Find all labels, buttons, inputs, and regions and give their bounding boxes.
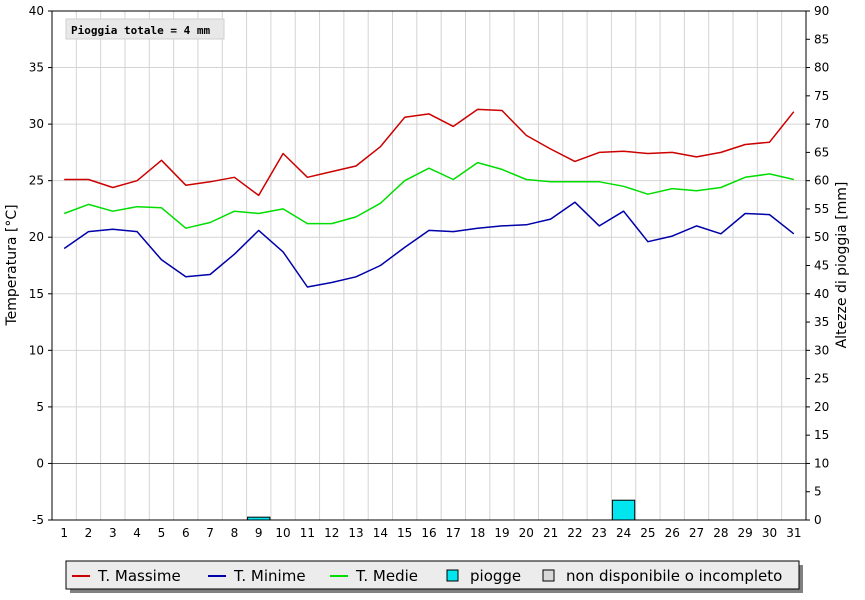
x-tick-label: 4 (133, 526, 141, 540)
x-tick-label: 6 (182, 526, 190, 540)
rain-total-box: Pioggia totale = 4 mm (65, 18, 225, 40)
x-tick-label: 11 (300, 526, 315, 540)
legend-box (65, 560, 800, 590)
y-axis-title-left: Temperatura [°C] (4, 204, 20, 326)
y-tick-label: 15 (29, 287, 44, 301)
y2-tick-label: 65 (814, 145, 829, 159)
legend-box-swatch (542, 569, 555, 582)
plot-frame (51, 10, 807, 521)
x-tick-label: 27 (689, 526, 704, 540)
y2-tick-label: 45 (814, 259, 829, 273)
legend-label: T. Minime (233, 567, 306, 585)
y-tick-label: 35 (29, 61, 44, 75)
y2-tick-label: 50 (814, 230, 829, 244)
x-tick-label: 12 (324, 526, 339, 540)
x-tick-label: 28 (713, 526, 728, 540)
y2-tick-label: 80 (814, 61, 829, 75)
y-tick-label: 0 (36, 456, 44, 470)
y2-tick-label: 85 (814, 32, 829, 46)
x-tick-label: 17 (446, 526, 461, 540)
legend-label: non disponibile o incompleto (566, 567, 782, 585)
x-tick-label: 3 (109, 526, 117, 540)
y-tick-label: 40 (29, 4, 44, 18)
x-tick-label: 29 (738, 526, 753, 540)
x-tick-label: 2 (85, 526, 93, 540)
x-tick-label: 23 (592, 526, 607, 540)
x-tick-label: 25 (640, 526, 655, 540)
y2-tick-label: 90 (814, 4, 829, 18)
x-tick-label: 18 (470, 526, 485, 540)
y2-tick-label: 0 (814, 513, 822, 527)
x-tick-label: 30 (762, 526, 777, 540)
x-tick-label: 31 (786, 526, 801, 540)
y2-tick-label: 10 (814, 456, 829, 470)
y2-tick-label: 30 (814, 343, 829, 357)
y-tick-label: 30 (29, 117, 44, 131)
x-tick-label: 22 (567, 526, 582, 540)
y2-tick-label: 25 (814, 372, 829, 386)
x-tick-label: 19 (494, 526, 509, 540)
y2-tick-label: 55 (814, 202, 829, 216)
y2-tick-label: 40 (814, 287, 829, 301)
grid (51, 10, 807, 521)
legend-label: piogge (470, 567, 521, 585)
y-tick-label: 25 (29, 174, 44, 188)
x-tick-label: 5 (158, 526, 166, 540)
y-axis-title-right: Altezze di pioggia [mm] (834, 182, 850, 349)
y2-tick-label: 60 (814, 174, 829, 188)
y-tick-label: 5 (36, 400, 44, 414)
legend: T. Massime T. Minime T. Medie piogge non dis… (65, 560, 803, 593)
y2-tick-label: 5 (814, 485, 822, 499)
y-axis-right: 0 5 10 15 20 25 30 35 40 45 50 55 60 65 70 75 80 85 90 (806, 4, 829, 527)
y2-tick-label: 75 (814, 89, 829, 103)
series-line (64, 108, 795, 197)
rain-total-label: Pioggia totale = 4 mm (71, 24, 210, 37)
x-tick-label: 20 (519, 526, 534, 540)
x-tick-label: 13 (348, 526, 363, 540)
x-tick-label: 10 (275, 526, 290, 540)
y-axis-left: -5 0 5 10 15 20 25 30 35 40 (29, 4, 52, 527)
series-line (63, 201, 795, 288)
x-tick-label: 1 (60, 526, 68, 540)
y2-tick-label: 70 (814, 117, 829, 131)
y2-tick-label: 35 (814, 315, 829, 329)
series-line (63, 161, 794, 229)
x-tick-label: 15 (397, 526, 412, 540)
y2-tick-label: 20 (814, 400, 829, 414)
x-tick-label: 8 (231, 526, 239, 540)
legend-label: T. Medie (355, 567, 418, 585)
series-lines (63, 108, 795, 288)
x-tick-label: 26 (665, 526, 680, 540)
x-tick-label: 9 (255, 526, 263, 540)
y-tick-label: -5 (32, 513, 44, 527)
y-tick-label: 10 (29, 343, 44, 357)
rain-bar (611, 499, 636, 521)
x-tick-label: 7 (206, 526, 214, 540)
x-tick-label: 24 (616, 526, 631, 540)
y-tick-label: 20 (29, 230, 44, 244)
legend-box-swatch (446, 569, 459, 582)
x-tick-label: 14 (373, 526, 388, 540)
x-tick-label: 21 (543, 526, 558, 540)
y2-tick-label: 15 (814, 428, 829, 442)
x-axis: 1 2 3 4 5 6 7 8 9 10 11 12 13 14 15 16 17 18 19 20 21 22 23 24 2… (60, 526, 801, 540)
x-tick-label: 16 (421, 526, 436, 540)
legend-label: T. Massime (97, 567, 181, 585)
